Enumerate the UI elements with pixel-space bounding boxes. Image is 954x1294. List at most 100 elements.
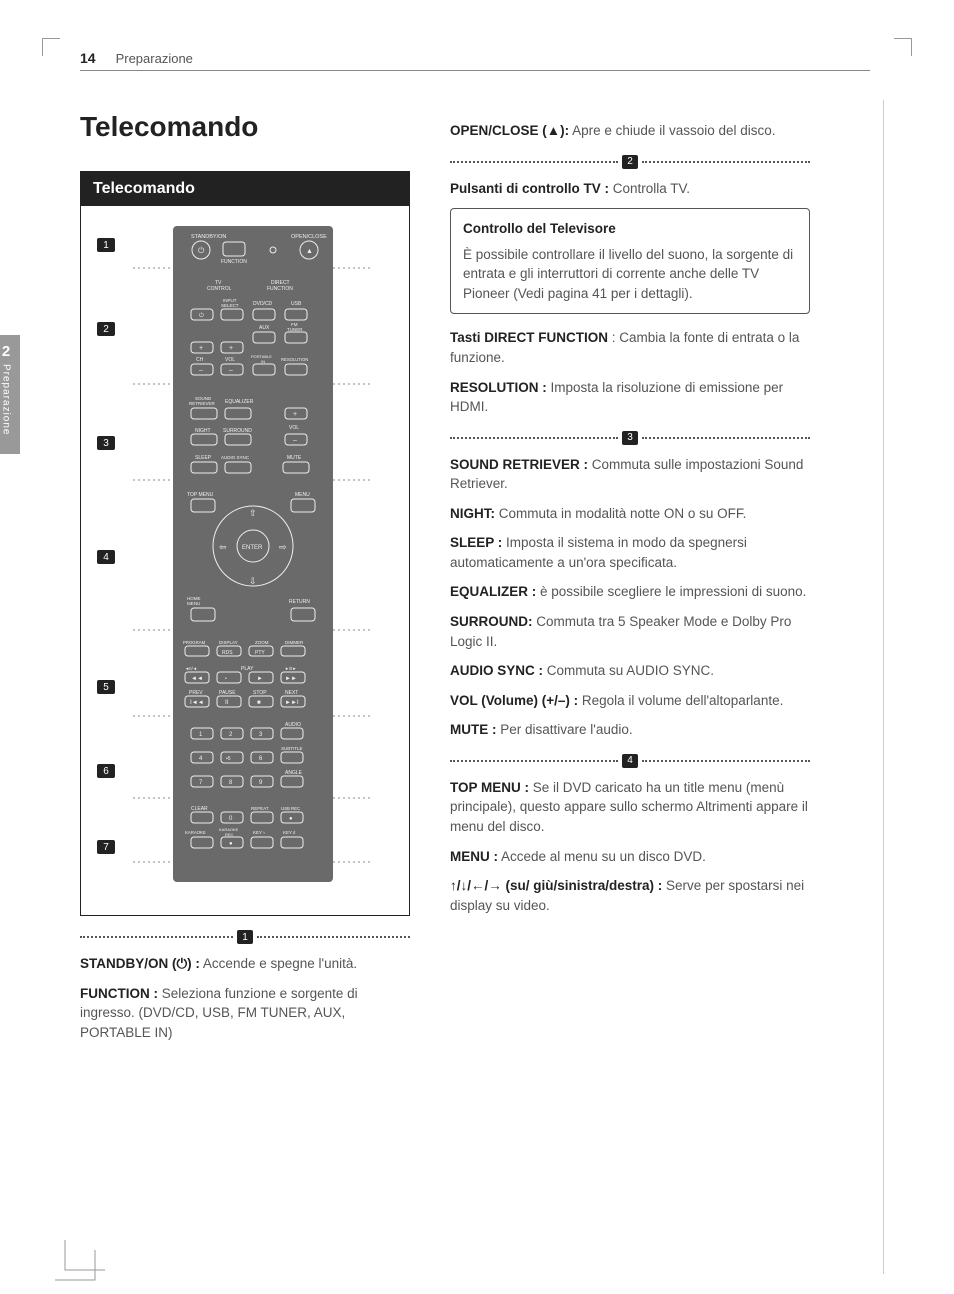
svg-text:MENU: MENU [187,601,200,606]
desc-menu: MENU : Accede al menu su un disco DVD. [450,847,810,867]
svg-text:PTY: PTY [255,650,265,656]
svg-text:ZOOM: ZOOM [255,640,269,645]
svg-text:●: ● [289,816,293,822]
callout-5: 5 [97,680,115,694]
section-divider-2: 2 [450,155,810,169]
lbl-openclose: OPEN/CLOSE [291,234,327,240]
svg-text:KARAOKE: KARAOKE [185,830,206,835]
callout-7: 7 [97,840,115,854]
svg-text:MUTE: MUTE [287,455,302,461]
svg-text:–: – [199,367,203,374]
svg-text:RESOLUTION: RESOLUTION [281,357,308,362]
desc-standby: STANDBY/ON (⏻) : Accende e spegne l'unit… [80,954,410,974]
lbl-standby: STANDBY/ON [191,234,226,240]
callout-6: 6 [97,764,115,778]
svg-text:DVD/CD: DVD/CD [253,301,273,307]
svg-text:+: + [229,345,233,352]
svg-text:CLEAR: CLEAR [191,806,208,812]
svg-text:●: ● [229,841,233,847]
svg-text:SURROUND: SURROUND [223,428,252,434]
svg-text:KEY ♭: KEY ♭ [253,830,265,835]
desc-resolution: RESOLUTION : Imposta la risoluzione di e… [450,378,810,417]
desc-tvcontrol: Pulsanti di controllo TV : Controlla TV. [450,179,810,199]
callout-3: 3 [97,436,115,450]
desc-soundretriever: SOUND RETRIEVER : Commuta sulle impostaz… [450,455,810,494]
svg-text:►►: ►► [285,676,297,682]
desc-night: NIGHT: Commuta in modalità notte ON o su… [450,504,810,524]
desc-topmenu: TOP MENU : Se il DVD caricato ha un titl… [450,778,810,837]
desc-mute: MUTE : Per disattivare l'audio. [450,720,810,740]
info-box-tv: Controllo del Televisore È possibile con… [450,208,810,314]
remote-figure: Telecomando 1 2 3 4 5 6 7 [80,171,410,916]
right-column: OPEN/CLOSE (▲): Apre e chiude il vassoio… [450,111,810,1052]
svg-text:◄ⅠⅠ/◄: ◄ⅠⅠ/◄ [185,666,197,671]
svg-text:DIMMER: DIMMER [285,640,304,645]
callout-1: 1 [97,238,115,252]
desc-sleep: SLEEP : Imposta il sistema in modo da sp… [450,533,810,572]
svg-text:AUDIO SYNC: AUDIO SYNC [221,455,250,460]
svg-text:⇦: ⇦ [219,542,227,552]
remote-diagram: STANDBY/ON ⏻ FUNCTION OPEN/CLOSE ▲ TV CO… [133,226,393,891]
svg-text:•5: •5 [226,756,231,762]
svg-text:⇨: ⇨ [279,542,287,552]
svg-text:PAUSE: PAUSE [219,690,236,696]
svg-text:PROGRAM: PROGRAM [183,640,206,645]
svg-text:REPEAT: REPEAT [251,806,269,811]
svg-text:FUNCTION: FUNCTION [267,286,293,292]
svg-text:ⅠⅠ: ⅠⅠ [225,700,229,706]
svg-text:VOL: VOL [289,425,299,431]
section-marker-4: 4 [622,754,638,768]
svg-text:⏻: ⏻ [198,246,205,255]
side-tab: 2 Preparazione [0,335,20,454]
svg-text:AUDIO: AUDIO [285,722,301,728]
info-box-text: È possibile controllare il livello del s… [463,245,797,304]
svg-text:Ⅰ◄◄: Ⅰ◄◄ [190,700,204,706]
svg-text:RDS: RDS [222,650,233,656]
crop-mark-bl [55,1240,115,1290]
desc-equalizer: EQUALIZER : è possibile scegliere le imp… [450,582,810,602]
svg-text:▲: ▲ [306,248,313,255]
svg-text:◄◄: ◄◄ [191,676,203,682]
desc-audiosync: AUDIO SYNC : Commuta su AUDIO SYNC. [450,661,810,681]
main-heading: Telecomando [80,111,410,143]
desc-surround: SURROUND: Commuta tra 5 Speaker Mode e D… [450,612,810,651]
remote-figure-title: Telecomando [81,172,409,206]
svg-text:REC: REC [225,832,234,837]
side-tab-number: 2 [0,343,20,360]
svg-text:⇩: ⇩ [249,576,257,586]
desc-vol: VOL (Volume) (+/–) : Regola il volume de… [450,691,810,711]
svg-text:PREV: PREV [189,690,203,696]
svg-text:MENU: MENU [295,492,310,498]
desc-arrows: ↑/↓/←/→ (su/ giù/sinistra/destra) : Serv… [450,876,810,915]
svg-text:•: • [225,676,227,682]
section-divider-3: 3 [450,431,810,445]
svg-text:ANGLE: ANGLE [285,770,303,776]
svg-text:DISPLAY: DISPLAY [219,640,238,645]
svg-text:AUX: AUX [259,325,270,331]
callout-2: 2 [97,322,115,336]
svg-text:KEY ♯: KEY ♯ [283,830,296,835]
crop-mark-tr [894,38,912,56]
svg-text:USB: USB [291,301,302,307]
section-marker-3: 3 [622,431,638,445]
callout-4: 4 [97,550,115,564]
svg-text:NIGHT: NIGHT [195,428,211,434]
lbl-function: FUNCTION [221,259,247,265]
page-number: 14 [80,50,96,66]
desc-directfn: Tasti DIRECT FUNCTION : Cambia la fonte … [450,328,810,367]
svg-text:RETURN: RETURN [289,599,310,605]
callout-column: 1 2 3 4 5 6 7 [97,226,123,891]
svg-text:⇧: ⇧ [249,508,257,518]
side-tab-label: Preparazione [1,364,12,435]
svg-text:VOL: VOL [225,357,235,363]
section-divider-1: 1 [80,930,410,944]
svg-text:EQUALIZER: EQUALIZER [225,399,254,405]
svg-text:+: + [293,411,297,418]
page-content: 14 Preparazione Telecomando Telecomando … [80,50,870,1250]
svg-text:►: ► [257,676,263,682]
svg-text:■: ■ [257,700,261,706]
svg-text:–: – [229,367,233,374]
svg-text:RETRIEVER: RETRIEVER [189,401,216,406]
svg-text:NEXT: NEXT [285,690,298,696]
svg-text:⏻: ⏻ [199,312,204,319]
